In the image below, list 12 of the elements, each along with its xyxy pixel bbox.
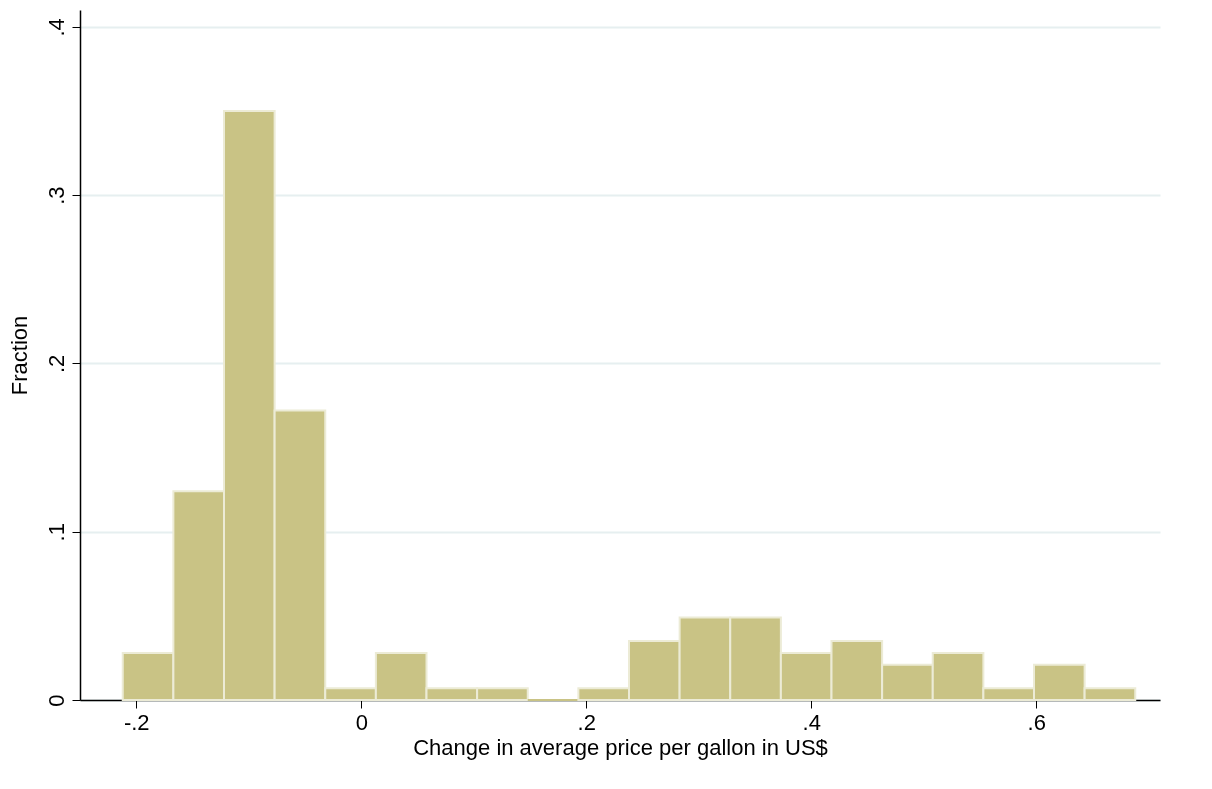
x-tick-label: 0 [355,709,368,735]
y-tick-label: .3 [43,186,69,205]
y-tick-label: .4 [43,18,69,37]
x-axis-title: Change in average price per gallon in US$ [413,734,828,760]
y-axis-title: Fraction [6,315,32,396]
y-tick-label: 0 [43,694,69,707]
x-tick-label: .4 [802,709,821,735]
y-tick-label: .1 [43,523,69,542]
y-tick-label: .2 [43,354,69,374]
x-tick-label: .6 [1027,709,1046,735]
x-tick-label: -.2 [123,709,150,735]
x-tick-label: .2 [577,709,596,735]
